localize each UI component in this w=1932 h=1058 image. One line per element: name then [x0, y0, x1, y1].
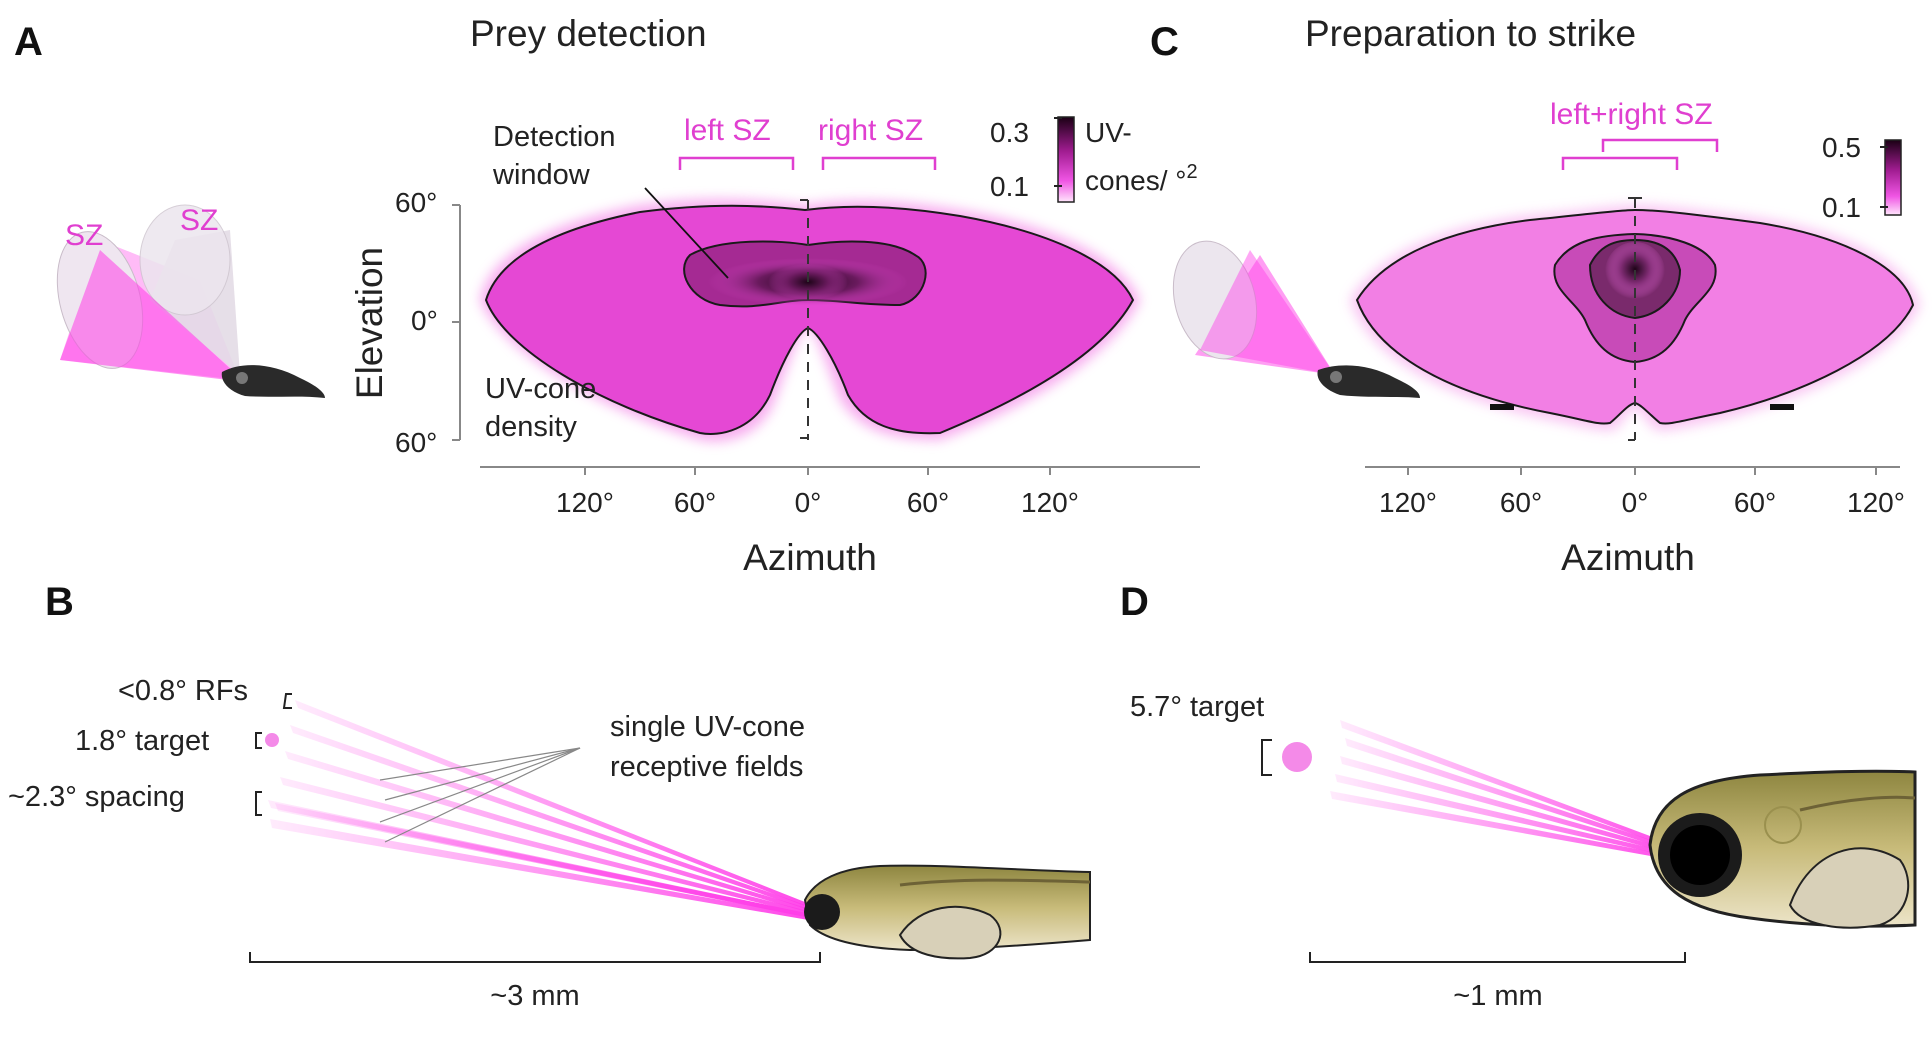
axes-c: 120° 60° 0° 60° 120° Azimuth	[1365, 466, 1905, 578]
receptive-field-beams	[1330, 720, 1690, 863]
sz-label: SZ	[180, 204, 218, 237]
target-bracket	[1261, 739, 1272, 776]
scale-label: ~1 mm	[1453, 980, 1542, 1012]
fish-icon	[1317, 365, 1420, 398]
x-tick: 60°	[907, 487, 949, 518]
left-right-sz-label: left+right SZ	[1550, 98, 1713, 131]
spacing-bracket	[255, 791, 262, 816]
strike-zone-cone-end	[1172, 240, 1258, 360]
detection-pointer-line	[644, 187, 729, 279]
lr-sz-brackets: left+right SZ	[1550, 98, 1719, 170]
x-axis-label: Azimuth	[743, 537, 877, 578]
x-axis-label: Azimuth	[1561, 537, 1695, 578]
x-tick: 120°	[1379, 487, 1437, 518]
scale-bar	[249, 952, 821, 963]
colorbar-min: 0.1	[990, 171, 1029, 202]
x-tick: 60°	[1500, 487, 1542, 518]
target-dot	[265, 733, 279, 747]
single-rf-label-2: receptive fields	[610, 751, 803, 783]
receptive-field-beams	[268, 700, 820, 922]
detection-window-label: Detection	[493, 121, 616, 153]
colorbar-label-2: cones/ °2	[1085, 161, 1198, 196]
pointer-lines	[379, 747, 581, 843]
target-bracket	[255, 732, 262, 749]
detection-window-label-2: window	[492, 159, 591, 191]
x-tick: 60°	[674, 487, 716, 518]
sz-brackets: left SZ right SZ	[678, 114, 937, 170]
strike-zone-cone	[1200, 250, 1335, 375]
strike-density-map	[1350, 197, 1920, 441]
target-dot	[1282, 742, 1312, 772]
fish-with-strike-zone-illustration	[1172, 240, 1420, 398]
x-tick: 120°	[556, 487, 614, 518]
panel-a-letter: A	[14, 20, 43, 64]
target-label: 5.7° target	[1130, 691, 1264, 723]
y-tick: 60°	[395, 427, 437, 458]
larval-fish-illustration	[803, 864, 1091, 960]
density-label: UV-cone	[485, 373, 596, 405]
colorbar-min: 0.1	[1822, 192, 1861, 223]
sz-label: SZ	[65, 219, 103, 252]
colorbar-max: 0.5	[1822, 132, 1861, 163]
panel-c-letter: C	[1150, 20, 1179, 64]
x-tick: 0°	[1622, 487, 1649, 518]
y-axis-label: Elevation	[349, 247, 390, 399]
panel-c-title: Preparation to strike	[1305, 13, 1636, 54]
fish-icon	[221, 365, 325, 398]
x-tick: 120°	[1847, 487, 1905, 518]
larval-fish-head-illustration	[1648, 769, 1917, 929]
strike-zone-cone-end	[139, 204, 231, 316]
density-label-2: density	[485, 411, 577, 443]
colorbar-a: 0.3 0.1 UV- cones/ °2	[990, 116, 1198, 203]
detection-density-map	[480, 199, 1140, 442]
right-sz-label: right SZ	[818, 114, 923, 147]
colorbar-label: UV-	[1085, 117, 1132, 148]
density-contour-outer	[484, 204, 1135, 435]
scale-label: ~3 mm	[490, 980, 579, 1012]
x-tick: 60°	[1734, 487, 1776, 518]
x-tick: 0°	[795, 487, 822, 518]
colorbar-c: 0.5 0.1	[1822, 132, 1902, 223]
colorbar-label-sup: 2	[1186, 161, 1197, 183]
rf-label: <0.8° RFs	[118, 675, 248, 707]
left-sz-label: left SZ	[684, 114, 771, 147]
rf-bracket	[282, 693, 292, 709]
panel-b-letter: B	[45, 580, 74, 624]
y-tick: 60°	[395, 187, 437, 218]
spacing-label: ~2.3° spacing	[8, 781, 185, 813]
scale-bar	[1309, 952, 1686, 963]
colorbar-max: 0.3	[990, 117, 1029, 148]
y-tick: 0°	[411, 305, 438, 336]
fish-eye-icon	[804, 894, 840, 930]
x-tick: 120°	[1021, 487, 1079, 518]
panel-a-title: Prey detection	[470, 13, 707, 54]
panel-d-letter: D	[1120, 580, 1149, 624]
target-label: 1.8° target	[75, 725, 209, 757]
fish-with-strike-zones-illustration: SZ SZ	[56, 204, 325, 398]
single-rf-label: single UV-cone	[610, 711, 805, 743]
axes-a: 60° 0° 60° Elevation 120° 60° 0° 60° 120…	[349, 187, 1200, 578]
